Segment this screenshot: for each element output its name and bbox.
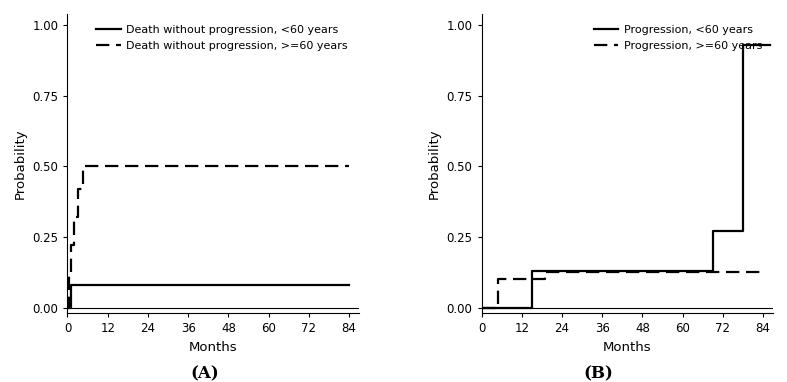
X-axis label: Months: Months [603, 341, 652, 354]
X-axis label: Months: Months [189, 341, 238, 354]
Y-axis label: Probability: Probability [428, 128, 441, 199]
Text: (A): (A) [190, 365, 219, 382]
Y-axis label: Probability: Probability [14, 128, 27, 199]
Legend: Death without progression, <60 years, Death without progression, >=60 years: Death without progression, <60 years, De… [91, 19, 353, 56]
Legend: Progression, <60 years, Progression, >=60 years: Progression, <60 years, Progression, >=6… [588, 19, 767, 56]
Text: (B): (B) [583, 365, 613, 382]
